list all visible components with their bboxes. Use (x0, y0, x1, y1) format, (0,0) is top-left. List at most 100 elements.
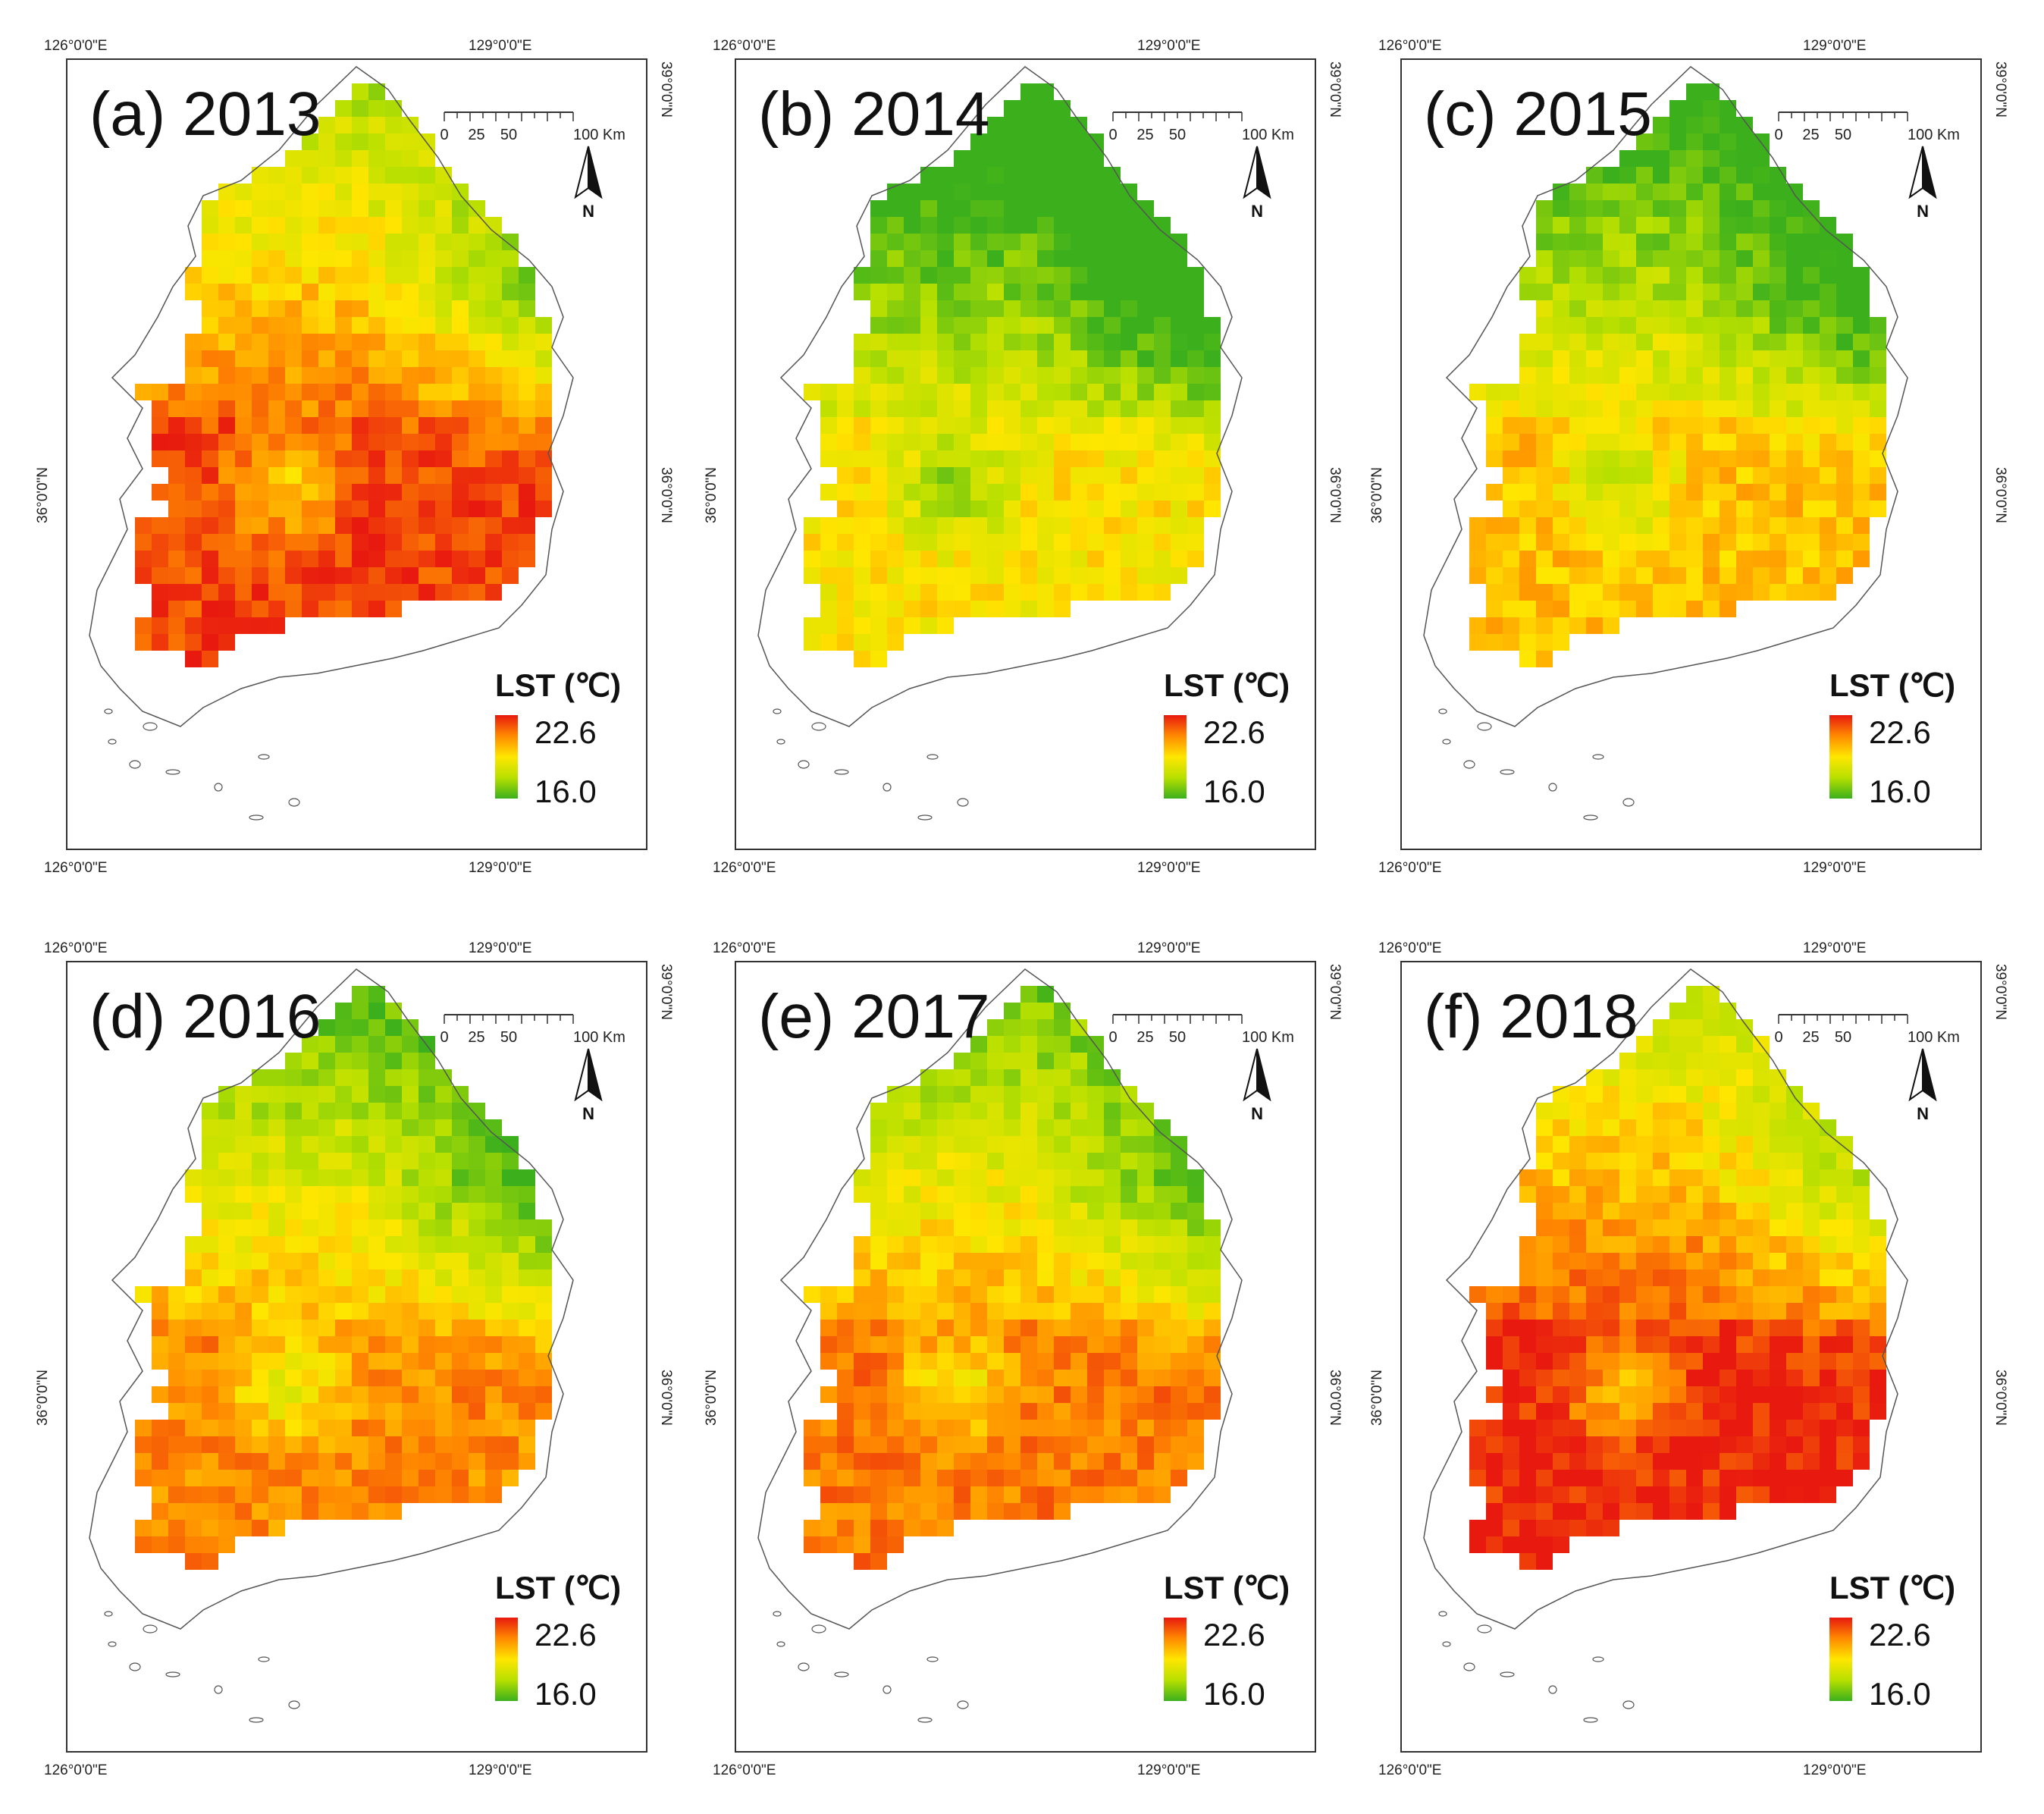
lst-cell (1020, 1186, 1037, 1203)
lst-cell (1636, 1386, 1653, 1403)
lst-cell (302, 150, 318, 167)
lst-cell (987, 250, 1004, 267)
lst-cell (1603, 1069, 1619, 1086)
lst-cell (1586, 501, 1603, 517)
lst-raster (804, 83, 1221, 667)
lst-cell (1037, 150, 1054, 167)
lst-cell (837, 1536, 854, 1553)
lst-cell (1686, 1053, 1703, 1069)
lst-cell (1171, 1236, 1187, 1253)
lst-cell (1087, 300, 1104, 317)
lst-cell (1004, 150, 1020, 167)
lst-cell (920, 1136, 937, 1153)
lst-cell (469, 534, 485, 551)
lst-cell (268, 1320, 285, 1336)
lst-cell (352, 1253, 368, 1269)
lst-cell (519, 300, 535, 317)
lst-cell (1536, 234, 1553, 250)
lst-cell (1736, 400, 1753, 417)
lst-cell (937, 1386, 954, 1403)
lst-cell (920, 167, 937, 184)
lst-cell (954, 250, 970, 267)
lst-cell (1553, 1370, 1569, 1386)
lst-cell (1736, 1336, 1753, 1353)
lst-cell (1836, 417, 1853, 434)
island (143, 1624, 158, 1634)
lst-cell (1669, 334, 1686, 350)
lst-cell (1753, 1169, 1770, 1186)
lst-cell (1603, 1169, 1619, 1186)
lst-cell (1636, 484, 1653, 501)
lst-cell (1836, 1253, 1853, 1269)
lst-cell (435, 1219, 452, 1236)
lst-cell (268, 217, 285, 234)
lst-cell (1469, 1536, 1486, 1553)
lst-cell (1753, 1136, 1770, 1153)
lst-cell (1071, 217, 1087, 234)
lst-cell (1619, 267, 1636, 284)
lst-cell (1853, 267, 1870, 284)
lst-cell (168, 450, 185, 467)
lst-cell (1087, 1436, 1104, 1453)
lst-cell (1121, 1436, 1137, 1453)
lst-cell (318, 517, 335, 534)
lst-cell (954, 1320, 970, 1336)
lst-cell (870, 1219, 887, 1236)
lst-cell (1603, 384, 1619, 400)
lst-cell (352, 1203, 368, 1219)
lst-cell (402, 501, 419, 517)
lst-cell (987, 150, 1004, 167)
lst-cell (335, 417, 352, 434)
lst-cell (485, 1136, 502, 1153)
lst-cell (1536, 634, 1553, 651)
lst-cell (385, 1386, 402, 1403)
lst-cell (385, 551, 402, 567)
lst-cell (970, 234, 987, 250)
lst-cell (1171, 334, 1187, 350)
lst-cell (937, 1086, 954, 1103)
lst-cell (870, 1303, 887, 1320)
lst-cell (318, 234, 335, 250)
lst-cell (1619, 434, 1636, 450)
lst-cell (1853, 384, 1870, 400)
lst-cell (1171, 1353, 1187, 1370)
lst-cell (1137, 1269, 1154, 1286)
lst-cell (1503, 551, 1519, 567)
lst-cell (1121, 400, 1137, 417)
island (1442, 1641, 1451, 1647)
lst-cell (168, 417, 185, 434)
lst-cell (485, 1269, 502, 1286)
lst-cell (1187, 1203, 1204, 1219)
lst-cell (1753, 317, 1770, 334)
lst-cell (1870, 1403, 1886, 1420)
lst-cell (335, 317, 352, 334)
lst-cell (402, 1019, 419, 1036)
lst-cell (1519, 484, 1536, 501)
lst-cell (1720, 1019, 1736, 1036)
lst-cell (1004, 300, 1020, 317)
lst-cell (1503, 1520, 1519, 1536)
lst-cell (854, 467, 870, 484)
lst-cell (870, 200, 887, 217)
lst-cell (1137, 1186, 1154, 1203)
lst-cell (1121, 1153, 1137, 1169)
lst-cell (535, 334, 552, 350)
lst-cell (335, 284, 352, 300)
lst-cell (1820, 384, 1836, 400)
lst-cell (535, 1370, 552, 1386)
north-arrow-right (588, 146, 603, 199)
lst-cell (268, 1103, 285, 1119)
lst-cell (820, 484, 837, 501)
lst-cell (335, 1003, 352, 1019)
lst-cell (1104, 400, 1121, 417)
lst-cell (1519, 1420, 1536, 1436)
lst-cell (1636, 1069, 1653, 1086)
lst-cell (1753, 300, 1770, 317)
lst-cell (318, 1453, 335, 1470)
lst-cell (202, 1453, 218, 1470)
lst-cell (1553, 1320, 1569, 1336)
lst-cell (1619, 367, 1636, 384)
lst-cell (1703, 100, 1720, 117)
lst-cell (1653, 1203, 1669, 1219)
lst-cell (1720, 1436, 1736, 1453)
